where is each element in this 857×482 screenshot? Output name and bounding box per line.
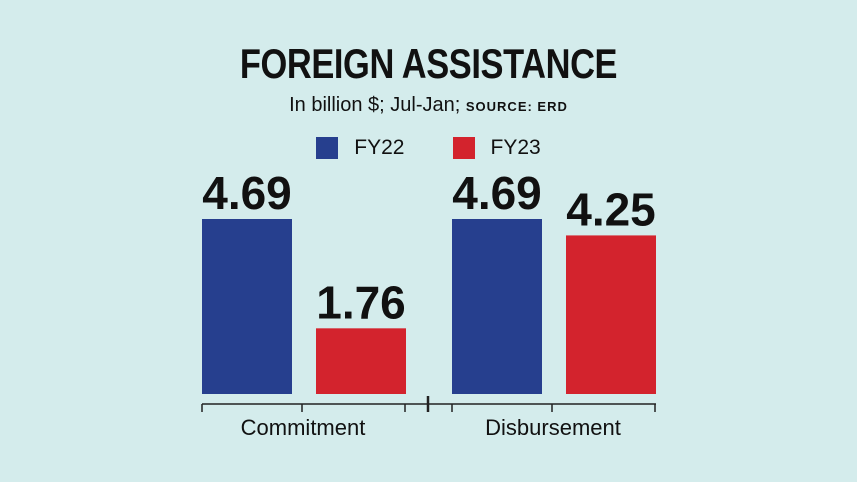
data-label-fy23-disbursement: 4.25 — [566, 183, 656, 235]
legend-swatch-fy23 — [452, 137, 475, 159]
bar-fy23-disbursement — [566, 235, 656, 394]
category-label-commitment: Commitment — [241, 415, 366, 440]
source-label: SOURCE: ERD — [465, 99, 568, 114]
bar-fy23-commitment — [316, 328, 406, 394]
chart-title: FOREIGN ASSISTANCE — [239, 40, 618, 87]
legend-item-fy23: FY23 — [452, 136, 541, 160]
bar-fy22-commitment — [202, 219, 292, 394]
data-label-fy22-commitment: 4.69 — [202, 167, 292, 219]
category-label-disbursement: Disbursement — [485, 415, 621, 440]
data-label-fy23-commitment: 1.76 — [316, 276, 406, 328]
legend: FY22 FY23 — [0, 136, 857, 160]
subtitle-text: In billion $; Jul-Jan; — [289, 94, 461, 116]
data-label-fy22-disbursement: 4.69 — [452, 167, 542, 219]
legend-item-fy22: FY22 — [316, 136, 405, 160]
chart-subtitle: In billion $; Jul-Jan; SOURCE: ERD — [0, 94, 857, 117]
bar-fy22-disbursement — [452, 219, 542, 394]
legend-swatch-fy22 — [316, 137, 339, 159]
legend-label-fy23: FY23 — [490, 136, 541, 159]
legend-label-fy22: FY22 — [354, 136, 405, 159]
